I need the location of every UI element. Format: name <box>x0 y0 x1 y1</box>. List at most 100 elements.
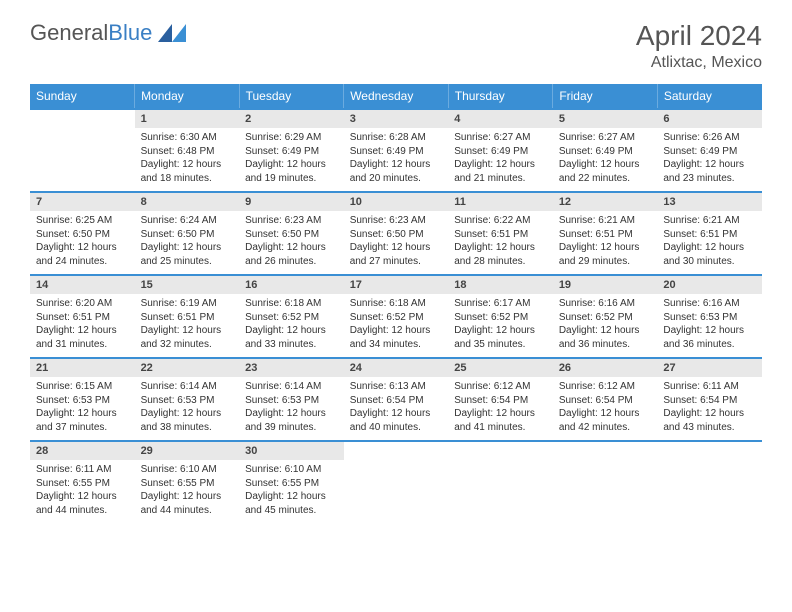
weekday-header: Thursday <box>448 84 553 109</box>
day-body: Sunrise: 6:10 AMSunset: 6:55 PMDaylight:… <box>135 460 240 523</box>
day-number: 19 <box>553 276 658 294</box>
day-cell: 21Sunrise: 6:15 AMSunset: 6:53 PMDayligh… <box>30 358 135 441</box>
day-number: 18 <box>448 276 553 294</box>
day-body: Sunrise: 6:27 AMSunset: 6:49 PMDaylight:… <box>553 128 658 191</box>
day-number: 8 <box>135 193 240 211</box>
day-body: Sunrise: 6:23 AMSunset: 6:50 PMDaylight:… <box>239 211 344 274</box>
day-cell: 3Sunrise: 6:28 AMSunset: 6:49 PMDaylight… <box>344 109 449 192</box>
day-body: Sunrise: 6:12 AMSunset: 6:54 PMDaylight:… <box>448 377 553 440</box>
weekday-header: Sunday <box>30 84 135 109</box>
day-number: 28 <box>30 442 135 460</box>
day-body: Sunrise: 6:27 AMSunset: 6:49 PMDaylight:… <box>448 128 553 191</box>
day-cell: 24Sunrise: 6:13 AMSunset: 6:54 PMDayligh… <box>344 358 449 441</box>
day-body: Sunrise: 6:18 AMSunset: 6:52 PMDaylight:… <box>344 294 449 357</box>
day-cell: 4Sunrise: 6:27 AMSunset: 6:49 PMDaylight… <box>448 109 553 192</box>
day-cell: 16Sunrise: 6:18 AMSunset: 6:52 PMDayligh… <box>239 275 344 358</box>
weekday-header: Friday <box>553 84 658 109</box>
day-number: 12 <box>553 193 658 211</box>
location: Atlixtac, Mexico <box>636 54 762 72</box>
month-title: April 2024 <box>636 20 762 52</box>
calendar-body: 1Sunrise: 6:30 AMSunset: 6:48 PMDaylight… <box>30 109 762 523</box>
calendar-table: SundayMondayTuesdayWednesdayThursdayFrid… <box>30 84 762 523</box>
day-cell: 13Sunrise: 6:21 AMSunset: 6:51 PMDayligh… <box>657 192 762 275</box>
calendar-head: SundayMondayTuesdayWednesdayThursdayFrid… <box>30 84 762 109</box>
day-cell: 6Sunrise: 6:26 AMSunset: 6:49 PMDaylight… <box>657 109 762 192</box>
logo-triangle-icon <box>158 24 186 42</box>
day-body: Sunrise: 6:21 AMSunset: 6:51 PMDaylight:… <box>553 211 658 274</box>
header: GeneralBlue April 2024 Atlixtac, Mexico <box>30 20 762 72</box>
day-body: Sunrise: 6:15 AMSunset: 6:53 PMDaylight:… <box>30 377 135 440</box>
day-body: Sunrise: 6:22 AMSunset: 6:51 PMDaylight:… <box>448 211 553 274</box>
day-cell: 10Sunrise: 6:23 AMSunset: 6:50 PMDayligh… <box>344 192 449 275</box>
day-body: Sunrise: 6:29 AMSunset: 6:49 PMDaylight:… <box>239 128 344 191</box>
day-cell: 15Sunrise: 6:19 AMSunset: 6:51 PMDayligh… <box>135 275 240 358</box>
day-number: 27 <box>657 359 762 377</box>
day-number: 26 <box>553 359 658 377</box>
day-number: 20 <box>657 276 762 294</box>
day-number: 23 <box>239 359 344 377</box>
day-cell: 22Sunrise: 6:14 AMSunset: 6:53 PMDayligh… <box>135 358 240 441</box>
day-number: 15 <box>135 276 240 294</box>
day-body: Sunrise: 6:26 AMSunset: 6:49 PMDaylight:… <box>657 128 762 191</box>
logo: GeneralBlue <box>30 20 186 46</box>
day-body: Sunrise: 6:20 AMSunset: 6:51 PMDaylight:… <box>30 294 135 357</box>
week-row: 21Sunrise: 6:15 AMSunset: 6:53 PMDayligh… <box>30 358 762 441</box>
day-cell <box>553 441 658 523</box>
day-number: 29 <box>135 442 240 460</box>
day-body: Sunrise: 6:13 AMSunset: 6:54 PMDaylight:… <box>344 377 449 440</box>
day-cell: 18Sunrise: 6:17 AMSunset: 6:52 PMDayligh… <box>448 275 553 358</box>
weekday-header: Wednesday <box>344 84 449 109</box>
day-number: 17 <box>344 276 449 294</box>
day-body: Sunrise: 6:14 AMSunset: 6:53 PMDaylight:… <box>239 377 344 440</box>
day-cell: 14Sunrise: 6:20 AMSunset: 6:51 PMDayligh… <box>30 275 135 358</box>
day-number: 25 <box>448 359 553 377</box>
week-row: 1Sunrise: 6:30 AMSunset: 6:48 PMDaylight… <box>30 109 762 192</box>
day-number: 22 <box>135 359 240 377</box>
weekday-header: Monday <box>135 84 240 109</box>
day-cell: 12Sunrise: 6:21 AMSunset: 6:51 PMDayligh… <box>553 192 658 275</box>
day-cell: 27Sunrise: 6:11 AMSunset: 6:54 PMDayligh… <box>657 358 762 441</box>
day-cell: 8Sunrise: 6:24 AMSunset: 6:50 PMDaylight… <box>135 192 240 275</box>
day-cell: 25Sunrise: 6:12 AMSunset: 6:54 PMDayligh… <box>448 358 553 441</box>
day-number: 14 <box>30 276 135 294</box>
day-body: Sunrise: 6:23 AMSunset: 6:50 PMDaylight:… <box>344 211 449 274</box>
logo-text: GeneralBlue <box>30 20 152 46</box>
title-block: April 2024 Atlixtac, Mexico <box>636 20 762 72</box>
day-body: Sunrise: 6:12 AMSunset: 6:54 PMDaylight:… <box>553 377 658 440</box>
day-cell <box>30 109 135 192</box>
day-cell: 11Sunrise: 6:22 AMSunset: 6:51 PMDayligh… <box>448 192 553 275</box>
day-number: 10 <box>344 193 449 211</box>
day-cell: 30Sunrise: 6:10 AMSunset: 6:55 PMDayligh… <box>239 441 344 523</box>
day-cell: 26Sunrise: 6:12 AMSunset: 6:54 PMDayligh… <box>553 358 658 441</box>
day-number: 11 <box>448 193 553 211</box>
day-number: 6 <box>657 110 762 128</box>
day-body: Sunrise: 6:30 AMSunset: 6:48 PMDaylight:… <box>135 128 240 191</box>
day-number: 30 <box>239 442 344 460</box>
weekday-header: Saturday <box>657 84 762 109</box>
day-cell: 17Sunrise: 6:18 AMSunset: 6:52 PMDayligh… <box>344 275 449 358</box>
day-cell: 9Sunrise: 6:23 AMSunset: 6:50 PMDaylight… <box>239 192 344 275</box>
day-cell <box>344 441 449 523</box>
day-body: Sunrise: 6:25 AMSunset: 6:50 PMDaylight:… <box>30 211 135 274</box>
weekday-row: SundayMondayTuesdayWednesdayThursdayFrid… <box>30 84 762 109</box>
day-body: Sunrise: 6:21 AMSunset: 6:51 PMDaylight:… <box>657 211 762 274</box>
day-number: 21 <box>30 359 135 377</box>
weekday-header: Tuesday <box>239 84 344 109</box>
day-cell: 20Sunrise: 6:16 AMSunset: 6:53 PMDayligh… <box>657 275 762 358</box>
day-cell: 2Sunrise: 6:29 AMSunset: 6:49 PMDaylight… <box>239 109 344 192</box>
week-row: 7Sunrise: 6:25 AMSunset: 6:50 PMDaylight… <box>30 192 762 275</box>
logo-word-2: Blue <box>108 20 152 45</box>
day-number: 3 <box>344 110 449 128</box>
day-number: 9 <box>239 193 344 211</box>
day-body: Sunrise: 6:14 AMSunset: 6:53 PMDaylight:… <box>135 377 240 440</box>
day-body: Sunrise: 6:16 AMSunset: 6:53 PMDaylight:… <box>657 294 762 357</box>
day-cell: 29Sunrise: 6:10 AMSunset: 6:55 PMDayligh… <box>135 441 240 523</box>
day-number: 24 <box>344 359 449 377</box>
day-cell: 5Sunrise: 6:27 AMSunset: 6:49 PMDaylight… <box>553 109 658 192</box>
page: GeneralBlue April 2024 Atlixtac, Mexico … <box>0 0 792 543</box>
day-number: 2 <box>239 110 344 128</box>
day-body: Sunrise: 6:24 AMSunset: 6:50 PMDaylight:… <box>135 211 240 274</box>
day-number: 4 <box>448 110 553 128</box>
week-row: 14Sunrise: 6:20 AMSunset: 6:51 PMDayligh… <box>30 275 762 358</box>
day-cell: 23Sunrise: 6:14 AMSunset: 6:53 PMDayligh… <box>239 358 344 441</box>
